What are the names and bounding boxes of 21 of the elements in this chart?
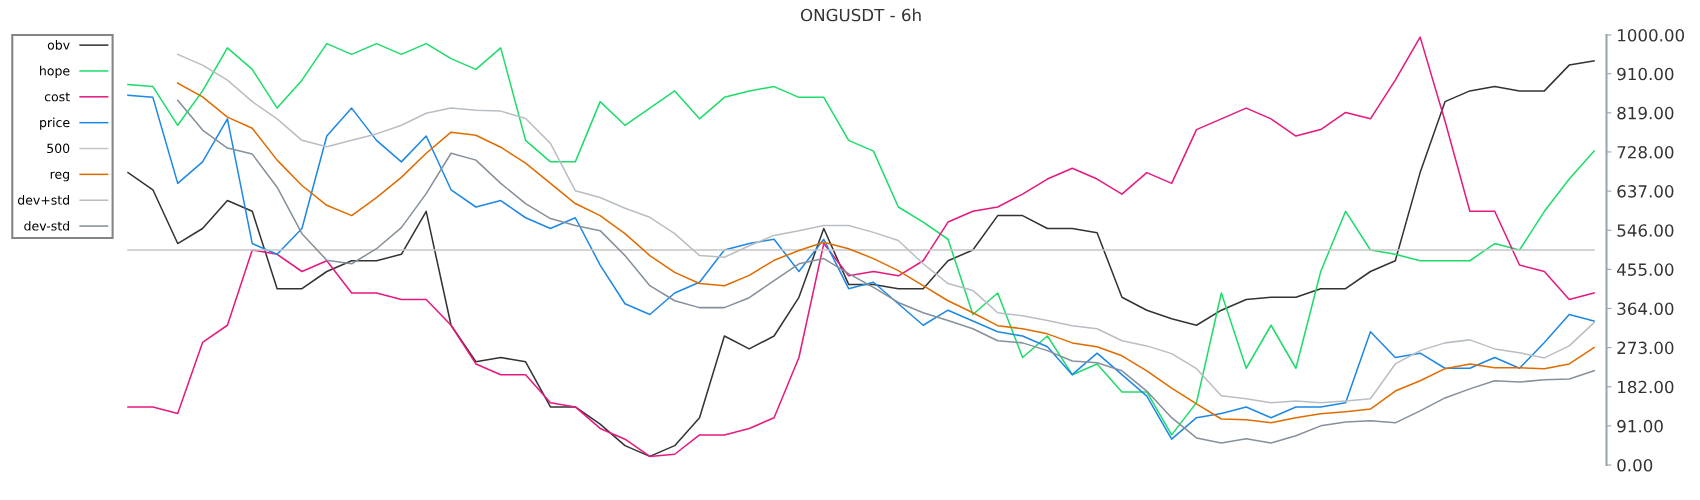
y-tick-label: 0.00	[1617, 458, 1653, 472]
y-tick-label: 1000.00	[1618, 28, 1685, 42]
y-tick-label: 91.00	[1617, 419, 1663, 433]
y-tick-label: 910.00	[1617, 67, 1674, 81]
y-tick-label: 273.00	[1617, 341, 1674, 355]
legend-label: cost	[44, 92, 70, 102]
legend-label: reg	[50, 171, 69, 182]
legend-label: dev+std	[17, 195, 69, 205]
chart-title: ONGUSDT - 6h	[800, 8, 921, 22]
legend-label: obv	[47, 40, 70, 50]
y-tick-label: 455.00	[1617, 263, 1674, 276]
y-tick-label: 819.00	[1617, 106, 1674, 120]
y-tick-label: 364.00	[1617, 302, 1674, 316]
y-tick-label: 728.00	[1617, 145, 1674, 159]
legend-label: dev-std	[24, 220, 69, 231]
legend-label: hope	[40, 65, 70, 78]
y-tick-label: 546.00	[1617, 224, 1674, 237]
legend-label: price	[40, 117, 70, 130]
y-tick-label: 182.00	[1618, 380, 1674, 394]
legend-label: 500	[47, 143, 70, 154]
y-tick-label: 637.00	[1617, 185, 1674, 198]
